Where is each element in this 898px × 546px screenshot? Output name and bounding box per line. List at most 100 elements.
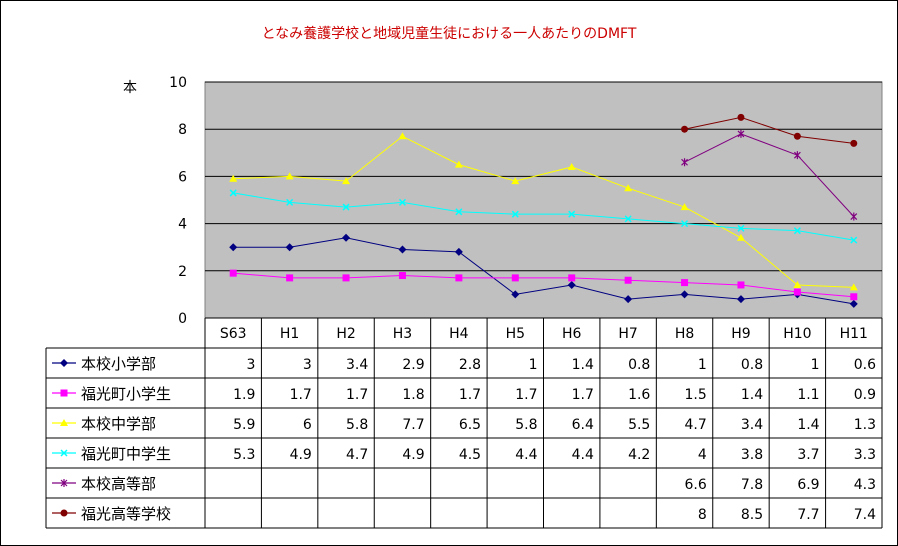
x-tick-label: H7 [618,326,637,342]
data-label: 6 [303,417,312,433]
series-line [233,272,854,298]
plot-area [204,81,883,319]
data-point [398,132,407,140]
data-point [285,172,294,180]
x-tick-label: H3 [393,326,412,342]
data-label: 3.8 [741,447,763,463]
legend-label: 福光高等学校 [81,505,171,523]
legend-label: 福光町小学生 [81,385,171,403]
data-point [229,243,238,252]
data-label: 1.4 [797,417,819,433]
data-point [60,419,68,426]
data-label: 1.7 [515,387,537,403]
series-group [681,129,858,221]
data-label: 4.3 [854,477,876,493]
data-point [681,279,689,287]
data-label: 0.9 [854,387,876,403]
data-label: 1.3 [854,417,876,433]
data-label: 6.9 [797,477,819,493]
series-group [681,113,858,147]
data-point [568,210,576,218]
data-point [568,274,576,282]
y-tick-labels: 0 2 4 6 8 10 [169,75,187,327]
series-lines [229,113,858,308]
data-label: 3 [246,357,255,373]
data-point [624,215,632,223]
y-tick-label: 2 [178,264,187,280]
y-tick-label: 0 [178,311,187,327]
data-label: 1.1 [797,387,819,403]
data-label: 1.7 [346,387,368,403]
data-label: 0.8 [628,357,650,373]
data-point [229,189,237,197]
data-label: 0.8 [741,357,763,373]
data-point [511,210,519,218]
data-point [342,177,351,185]
y-tick-label: 8 [178,122,187,138]
data-label: 3.4 [346,357,368,373]
data-label: 3 [303,357,312,373]
data-point [736,295,745,304]
data-label: 7.8 [741,477,763,493]
x-tick-label: H11 [840,326,868,342]
data-point [737,129,745,138]
data-point [737,224,745,232]
data-label: 4.4 [515,447,537,463]
data-label: 1.7 [572,387,594,403]
data-point [60,389,68,397]
data-point [229,269,237,277]
data-label: 0.6 [854,357,876,373]
data-point [850,293,858,301]
data-point [60,509,68,517]
data-point [793,280,802,288]
legend-entry: 福光町中学生 [52,445,171,463]
data-label: 7.7 [797,507,819,523]
data-point [286,198,294,206]
data-label: 1 [529,357,538,373]
data-point [849,283,858,291]
data-label: 8 [698,507,707,523]
series-line [233,237,854,305]
data-point [849,299,858,308]
data-point [398,272,406,280]
data-table: S63 H1 H2 H3 H4 H5 H6 H7 H8 H9 H10 H11 本校小学部 3 3 3.4 2.9… [45,317,883,529]
chart-title: となみ養護学校と地域児童生徒における一人あたりのDMFT [262,25,637,42]
data-label: 4.5 [459,447,481,463]
data-label: 1.4 [741,387,763,403]
data-label: 8.5 [741,507,763,523]
data-point [793,151,801,160]
data-point [285,243,294,252]
legend-entry: 福光町小学生 [52,385,171,403]
data-label: 4.7 [346,447,368,463]
data-point [454,160,463,168]
data-label: 1.6 [628,387,650,403]
data-point [398,245,407,254]
data-label: 5.5 [628,417,650,433]
data-label: 1.7 [459,387,481,403]
data-point [681,158,688,167]
data-point [680,290,689,299]
data-point [624,276,632,284]
data-point [60,479,68,487]
data-point [229,174,238,182]
data-point [511,177,520,185]
data-label: 7.7 [402,417,424,433]
data-point [736,233,745,241]
data-point [850,236,858,244]
legend-entry: 本校小学部 [52,355,156,373]
data-point [286,274,294,282]
data-point [398,198,406,206]
data-point [793,132,801,140]
series-line [233,135,854,288]
data-label: 3.4 [741,417,763,433]
series-line [684,116,854,144]
data-label: 5.8 [346,417,368,433]
data-label: 4 [698,447,707,463]
data-label: 3.3 [854,447,876,463]
data-point [850,212,858,221]
legend-label: 福光町中学生 [81,445,171,463]
data-point [681,220,689,228]
data-label: 5.3 [233,447,255,463]
x-tick-label: H1 [280,326,299,342]
legend-entry: 本校高等部 [52,475,156,493]
